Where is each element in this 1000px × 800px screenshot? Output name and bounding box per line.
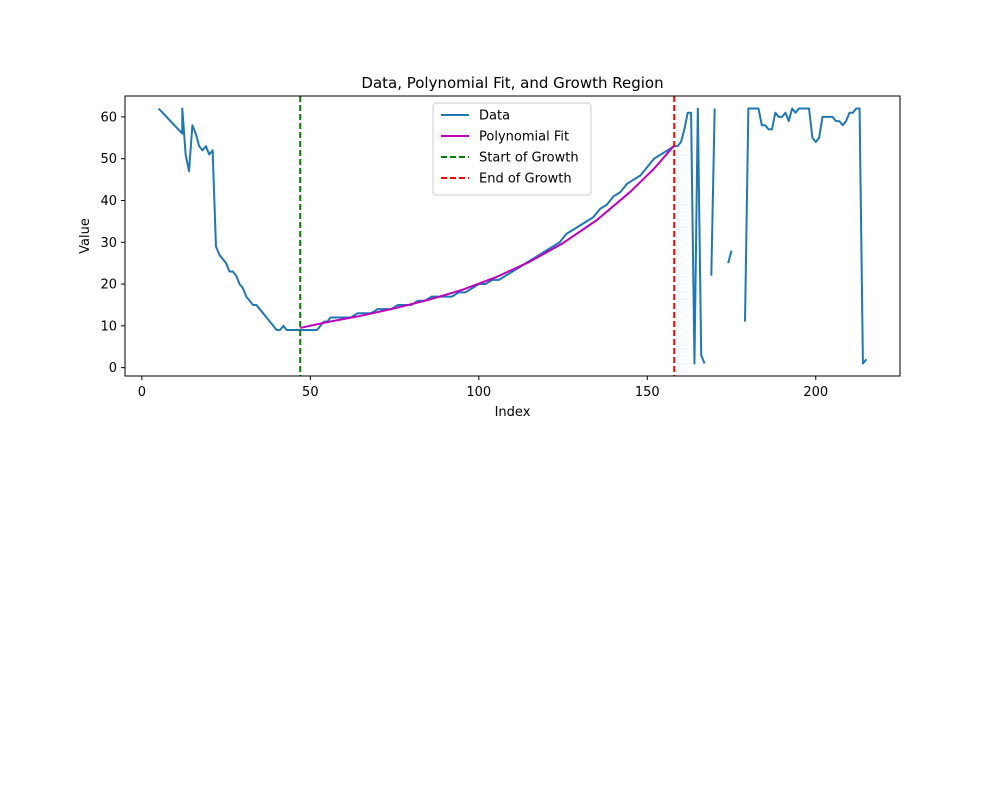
y-tick-label: 30 xyxy=(100,236,117,251)
legend-label-data: Data xyxy=(479,109,510,124)
legend-label-end-of-growth: End of Growth xyxy=(479,172,572,187)
y-tick-label: 0 xyxy=(109,361,117,376)
series-line-data-1 xyxy=(710,108,716,276)
legend-label-start-of-growth: Start of Growth xyxy=(479,151,579,166)
x-tick-label: 0 xyxy=(138,385,146,400)
series-group xyxy=(157,96,868,376)
y-tick-label: 60 xyxy=(100,110,117,125)
legend-label-polynomial-fit: Polynomial Fit xyxy=(479,130,569,145)
y-tick-label: 40 xyxy=(100,194,117,209)
x-tick-label: 50 xyxy=(302,385,319,400)
x-tick-label: 100 xyxy=(466,385,491,400)
x-tick-label: 200 xyxy=(803,385,828,400)
x-tick-label: 150 xyxy=(635,385,660,400)
y-axis-label: Value xyxy=(78,218,93,254)
x-axis-label: Index xyxy=(495,405,531,420)
legend-box xyxy=(432,102,592,196)
chart-title: Data, Polynomial Fit, and Growth Region xyxy=(361,74,663,92)
axes-frame xyxy=(124,95,901,377)
series-line-data-2 xyxy=(727,250,733,264)
y-tick-label: 20 xyxy=(100,278,117,293)
series-line-polynomial-fit-0 xyxy=(300,144,675,329)
axes: 0 50 100 150 200 0 10 20 30 40 50 60 xyxy=(100,95,901,400)
plot-area xyxy=(157,96,868,376)
legend: Data Polynomial Fit Start of Growth End of … xyxy=(432,102,592,196)
y-tick-label: 50 xyxy=(100,152,117,167)
y-tick-label: 10 xyxy=(100,319,117,334)
series-line-data-3 xyxy=(744,107,868,365)
